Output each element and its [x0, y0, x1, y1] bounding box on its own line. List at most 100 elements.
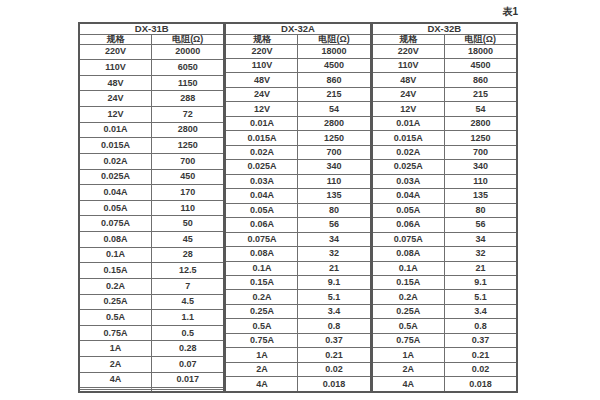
table-row: 0.03A110	[372, 174, 517, 188]
spec-cell: 0.01A	[372, 116, 445, 130]
resistance-cell: 1250	[444, 131, 517, 145]
column-header-cell: 电阻(Ω)	[444, 34, 517, 44]
table-row: 0.2A5.1	[372, 290, 517, 304]
table-row	[79, 389, 224, 392]
resistance-cell: 0.8	[298, 319, 371, 333]
resistance-cell: 3.4	[298, 304, 371, 318]
resistance-cell: 110	[444, 174, 517, 188]
table-row: 0.075A34	[372, 232, 517, 246]
resistance-cell: 0.02	[298, 362, 371, 376]
column-header-cell: 规格	[225, 34, 298, 44]
resistance-cell	[152, 389, 225, 392]
resistance-cell: 32	[444, 247, 517, 261]
table-row: 0.06A56	[225, 218, 370, 232]
spec-cell: 24V	[225, 87, 298, 101]
resistance-cell: 45	[152, 232, 225, 248]
table-row: 0.025A340	[225, 160, 370, 174]
resistance-cell: 0.8	[444, 319, 517, 333]
spec-cell	[79, 389, 152, 392]
spec-cell: 12V	[225, 102, 298, 116]
spec-cell: 0.075A	[79, 216, 152, 232]
table-row: 0.5A1.1	[79, 310, 224, 326]
resistance-cell: 32	[298, 247, 371, 261]
resistance-cell: 700	[298, 145, 371, 159]
spec-cell: 0.025A	[79, 169, 152, 185]
spec-cell: 2A	[372, 362, 445, 376]
resistance-cell: 135	[444, 189, 517, 203]
table-row: 4A0.018	[372, 377, 517, 392]
table-row: 0.5A0.8	[372, 319, 517, 333]
spec-cell: 0.2A	[372, 290, 445, 304]
resistance-cell: 54	[298, 102, 371, 116]
spec-cell: 48V	[79, 75, 152, 91]
table-group-dx-32a: DX-32A规格电阻(Ω)220V18000110V450048V86024V2…	[224, 22, 371, 393]
table-row: 0.04A135	[372, 189, 517, 203]
table-row: 0.08A45	[79, 232, 224, 248]
table-row: 0.05A80	[225, 203, 370, 217]
spec-cell: 0.2A	[79, 278, 152, 294]
table-row: 0.025A450	[79, 169, 224, 185]
column-header-cell: 规格	[372, 34, 445, 44]
table-row: 110V6050	[79, 60, 224, 76]
table-row: 0.15A9.1	[372, 276, 517, 290]
table-row: 1A0.28	[79, 341, 224, 357]
table-row: 220V20000	[79, 44, 224, 60]
resistance-cell: 12.5	[152, 263, 225, 279]
table-row: 0.04A170	[79, 185, 224, 201]
spec-cell: 0.15A	[79, 263, 152, 279]
spec-cell: 0.5A	[225, 319, 298, 333]
table-row: 0.25A4.5	[79, 294, 224, 310]
resistance-cell: 3.4	[444, 304, 517, 318]
spec-cell: 0.06A	[225, 218, 298, 232]
column-header-cell: 规格	[79, 34, 152, 44]
table-row: 0.025A340	[372, 160, 517, 174]
column-header-cell: 电阻(Ω)	[152, 34, 225, 44]
spec-cell: 48V	[225, 73, 298, 87]
resistance-cell: 135	[298, 189, 371, 203]
table-row: 0.02A700	[372, 145, 517, 159]
resistance-cell: 860	[298, 73, 371, 87]
table-row: 0.06A56	[372, 218, 517, 232]
resistance-cell: 56	[444, 218, 517, 232]
resistance-cell: 450	[152, 169, 225, 185]
spec-cell: 0.015A	[225, 131, 298, 145]
resistance-cell: 50	[152, 216, 225, 232]
resistance-cell: 56	[298, 218, 371, 232]
resistance-cell: 700	[152, 153, 225, 169]
resistance-cell: 1250	[152, 138, 225, 154]
page: { "page": { "caption": "表1" }, "table": …	[0, 0, 600, 400]
resistance-cell: 20000	[152, 44, 225, 60]
table-row: 0.08A32	[372, 247, 517, 261]
table-row: 0.075A34	[225, 232, 370, 246]
spec-cell: 12V	[372, 102, 445, 116]
resistance-cell: 0.37	[298, 333, 371, 347]
resistance-cell: 80	[444, 203, 517, 217]
table-row: 12V72	[79, 107, 224, 123]
spec-cell: 0.08A	[225, 247, 298, 261]
resistance-cell: 5.1	[444, 290, 517, 304]
table-row: 2A0.07	[79, 357, 224, 373]
resistance-cell: 9.1	[298, 276, 371, 290]
resistance-cell: 1.1	[152, 310, 225, 326]
spec-cell: 0.03A	[372, 174, 445, 188]
spec-cell: 0.75A	[225, 333, 298, 347]
table-row: 12V54	[225, 102, 370, 116]
resistance-cell: 170	[152, 185, 225, 201]
table-row: 0.1A28	[79, 247, 224, 263]
resistance-cell: 110	[152, 200, 225, 216]
table-row: 4A0.018	[225, 377, 370, 392]
spec-cell: 24V	[372, 87, 445, 101]
resistance-cell: 6050	[152, 60, 225, 76]
spec-cell: 0.015A	[79, 138, 152, 154]
spec-cell: 0.15A	[225, 276, 298, 290]
spec-cell: 0.04A	[79, 185, 152, 201]
resistance-cell: 80	[298, 203, 371, 217]
resistance-cell: 0.018	[444, 377, 517, 392]
spec-cell: 0.025A	[225, 160, 298, 174]
resistance-cell: 0.02	[444, 362, 517, 376]
spec-cell: 0.25A	[79, 294, 152, 310]
spec-cell: 0.08A	[79, 232, 152, 248]
spec-cell: 0.04A	[372, 189, 445, 203]
spec-cell: 4A	[79, 372, 152, 388]
spec-cell: 0.05A	[372, 203, 445, 217]
